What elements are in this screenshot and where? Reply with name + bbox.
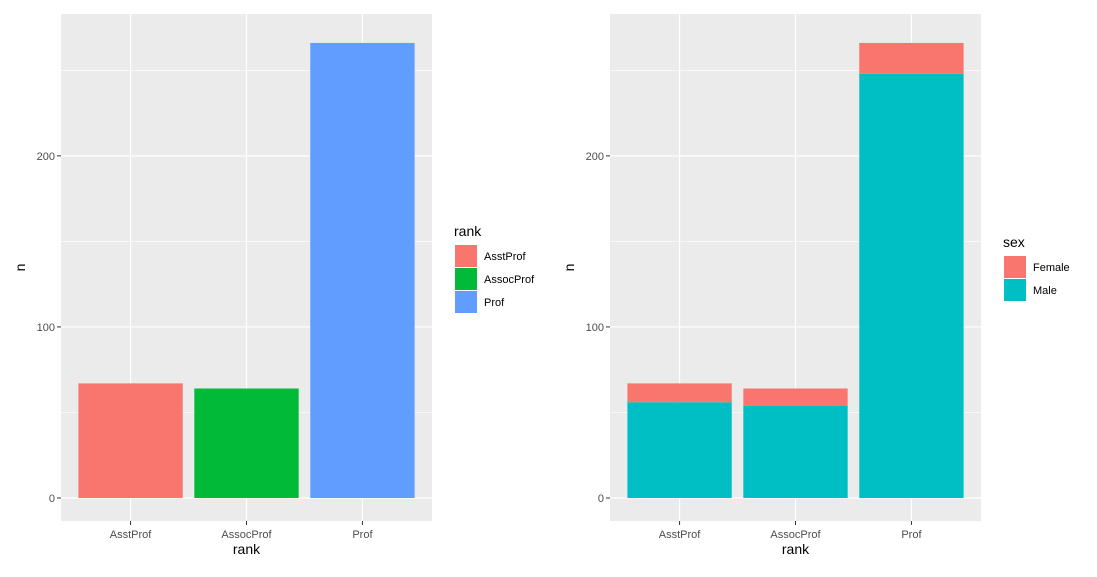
x-axis: AsstProf AssocProf Prof	[110, 521, 373, 541]
y-tick-label: 200	[37, 151, 55, 163]
x-axis-title: rank	[782, 541, 810, 557]
bar-asstprof	[78, 383, 183, 498]
y-axis-title: n	[561, 264, 577, 272]
x-axis-title: rank	[233, 541, 261, 557]
bar-male-asstprof	[627, 402, 732, 498]
y-tick-label: 200	[586, 151, 604, 163]
bars	[78, 42, 415, 498]
x-tick-label: Prof	[901, 529, 922, 541]
legend-label: AssocProf	[484, 274, 535, 286]
legend-label: AsstProf	[484, 251, 527, 263]
legend-title: sex	[1003, 234, 1025, 250]
x-tick-label: AsstProf	[110, 529, 153, 541]
legend-swatch	[455, 268, 477, 290]
y-axis: 0 100 200	[37, 151, 61, 505]
bar-male-prof	[859, 73, 964, 498]
legend-title: rank	[454, 223, 482, 239]
y-tick-label: 100	[586, 322, 604, 334]
rank-sex-stacked-chart: 0 100 200 AsstProf AssocProf Prof rank n sex…	[561, 14, 1070, 557]
y-tick-label: 100	[37, 322, 55, 334]
bar-assocprof	[194, 388, 299, 498]
legend-label: Prof	[484, 297, 505, 309]
y-axis-title: n	[12, 264, 28, 272]
x-tick-label: AssocProf	[770, 529, 821, 541]
legend-swatch	[455, 245, 477, 267]
x-tick-label: AssocProf	[221, 529, 272, 541]
legend-swatch	[1004, 279, 1026, 301]
bar-female-asstprof	[627, 383, 732, 403]
legend-label: Male	[1033, 285, 1057, 297]
legend-label: Female	[1033, 262, 1070, 274]
x-axis: AsstProf AssocProf Prof	[659, 521, 922, 541]
bar-female-prof	[859, 42, 964, 74]
x-tick-label: AsstProf	[659, 529, 702, 541]
legend-swatch	[455, 291, 477, 313]
y-tick-label: 0	[49, 493, 55, 505]
y-tick-label: 0	[598, 493, 604, 505]
bar-female-assocprof	[743, 388, 848, 406]
bar-male-assocprof	[743, 405, 848, 498]
bars	[627, 42, 964, 498]
legend-swatch	[1004, 256, 1026, 278]
y-axis: 0 100 200	[586, 151, 610, 505]
rank-count-chart: 0 100 200 AsstProf AssocProf Prof rank n ran…	[12, 14, 535, 557]
x-tick-label: Prof	[352, 529, 373, 541]
bar-prof	[310, 42, 415, 498]
legend: sex Female Male	[1003, 234, 1070, 301]
legend: rank AsstProf AssocProf Prof	[454, 223, 535, 313]
